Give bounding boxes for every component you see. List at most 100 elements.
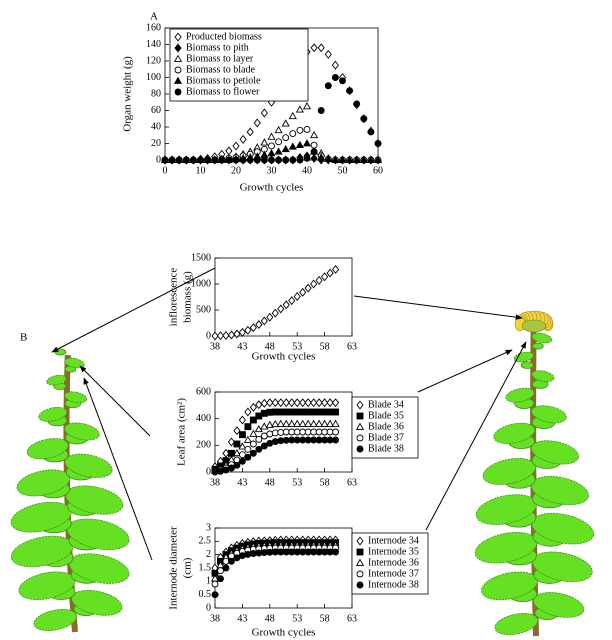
marker-circle bbox=[217, 575, 224, 583]
leaf bbox=[65, 485, 124, 515]
marker-triangle bbox=[249, 429, 258, 437]
x-tick-label: 58 bbox=[320, 341, 330, 352]
marker-triangle bbox=[309, 419, 318, 427]
marker-square bbox=[238, 431, 246, 439]
marker-circle bbox=[238, 451, 246, 459]
x-tick-label: 40 bbox=[302, 165, 312, 176]
series bbox=[211, 398, 340, 472]
marker-triangle bbox=[295, 140, 304, 149]
marker-circle bbox=[246, 156, 254, 164]
marker-circle bbox=[356, 570, 364, 578]
leaf bbox=[33, 608, 78, 632]
leaf bbox=[531, 332, 553, 344]
y-axis-label: Internode diameter bbox=[168, 526, 180, 610]
marker-diamond bbox=[324, 49, 332, 59]
y-tick-label: 1500 bbox=[191, 252, 211, 263]
arrow bbox=[417, 349, 513, 393]
marker-triangle bbox=[282, 419, 291, 427]
marker-circle bbox=[225, 156, 233, 164]
marker-circle bbox=[174, 88, 182, 96]
leaf bbox=[71, 589, 123, 616]
marker-diamond bbox=[260, 316, 268, 326]
x-tick-label: 10 bbox=[196, 165, 206, 176]
marker-diamond bbox=[232, 141, 240, 151]
marker-circle bbox=[174, 66, 182, 74]
marker-diamond bbox=[227, 330, 236, 340]
x-tick-label: 53 bbox=[292, 477, 302, 488]
marker-diamond bbox=[211, 331, 219, 341]
marker-triangle bbox=[271, 419, 280, 428]
marker-circle bbox=[249, 440, 257, 448]
marker-circle bbox=[211, 156, 219, 164]
arrow bbox=[79, 365, 151, 437]
marker-diamond bbox=[271, 308, 279, 318]
leaf bbox=[505, 387, 535, 403]
marker-circle bbox=[310, 141, 318, 149]
marker-diamond bbox=[321, 272, 329, 282]
marker-triangle bbox=[254, 424, 263, 433]
marker-triangle bbox=[352, 155, 361, 163]
leaf bbox=[531, 512, 595, 545]
x-tick-label: 48 bbox=[265, 341, 275, 352]
marker-circle bbox=[260, 156, 268, 164]
x-tick-label: 0 bbox=[163, 165, 168, 176]
marker-triangle bbox=[320, 419, 329, 427]
marker-diamond bbox=[282, 300, 290, 310]
marker-circle bbox=[353, 100, 361, 108]
y-tick-label: 0 bbox=[206, 602, 211, 613]
marker-circle bbox=[239, 156, 247, 164]
x-tick-label: 50 bbox=[338, 165, 348, 176]
marker-circle bbox=[233, 461, 241, 469]
y-tick-label: 2 bbox=[206, 549, 211, 560]
marker-circle bbox=[227, 557, 235, 565]
y-tick-label: 500 bbox=[196, 304, 211, 315]
marker-triangle bbox=[265, 420, 274, 428]
marker-circle bbox=[296, 156, 304, 164]
marker-square bbox=[233, 440, 241, 448]
x-axis-label: Growth cycles bbox=[252, 351, 316, 363]
x-tick-label: 63 bbox=[347, 477, 357, 488]
marker-circle bbox=[197, 156, 204, 164]
marker-diamond bbox=[277, 304, 285, 314]
marker-diamond bbox=[244, 325, 252, 335]
marker-circle bbox=[296, 126, 304, 134]
marker-circle bbox=[222, 564, 230, 572]
marker-diamond bbox=[233, 329, 241, 339]
y-tick-label: 160 bbox=[146, 22, 161, 33]
x-axis-label: Growth cycles bbox=[240, 182, 304, 194]
legend-label: Blade 37 bbox=[368, 432, 404, 443]
marker-circle bbox=[244, 550, 252, 558]
marker-diamond bbox=[174, 43, 182, 53]
legend-label: Internode 36 bbox=[368, 557, 419, 568]
marker-triangle bbox=[355, 422, 365, 430]
marker-circle bbox=[217, 467, 224, 475]
plant-illustrations bbox=[10, 310, 595, 637]
series bbox=[211, 264, 340, 341]
marker-square bbox=[244, 423, 252, 431]
y-tick-label: 1.5 bbox=[199, 562, 212, 573]
marker-diamond bbox=[249, 323, 257, 333]
leaf bbox=[520, 361, 534, 369]
marker-diamond bbox=[233, 426, 241, 436]
marker-circle bbox=[310, 148, 318, 156]
marker-triangle bbox=[359, 155, 368, 163]
marker-diamond bbox=[288, 296, 296, 306]
marker-diamond bbox=[244, 407, 252, 417]
y-tick-label: 400 bbox=[196, 413, 211, 424]
marker-diamond bbox=[246, 127, 254, 137]
y-tick-label: 0 bbox=[206, 466, 211, 477]
series bbox=[211, 548, 340, 599]
legend-label: Blade 35 bbox=[368, 410, 404, 421]
marker-triangle bbox=[373, 155, 383, 163]
series bbox=[211, 436, 340, 476]
marker-triangle bbox=[317, 153, 326, 161]
y-tick-label: 600 bbox=[196, 386, 211, 397]
y-tick-label: 0 bbox=[156, 154, 161, 165]
marker-diamond bbox=[222, 331, 230, 340]
marker-triangle bbox=[366, 155, 375, 163]
marker-diamond bbox=[315, 398, 323, 408]
marker-circle bbox=[211, 580, 219, 588]
chart: 38 43 48 53 58 63 0 0.5 1 1.5 2 2.5 3 Growth cycles In… bbox=[168, 522, 429, 639]
marker-circle bbox=[332, 436, 340, 444]
marker-circle bbox=[189, 156, 197, 164]
